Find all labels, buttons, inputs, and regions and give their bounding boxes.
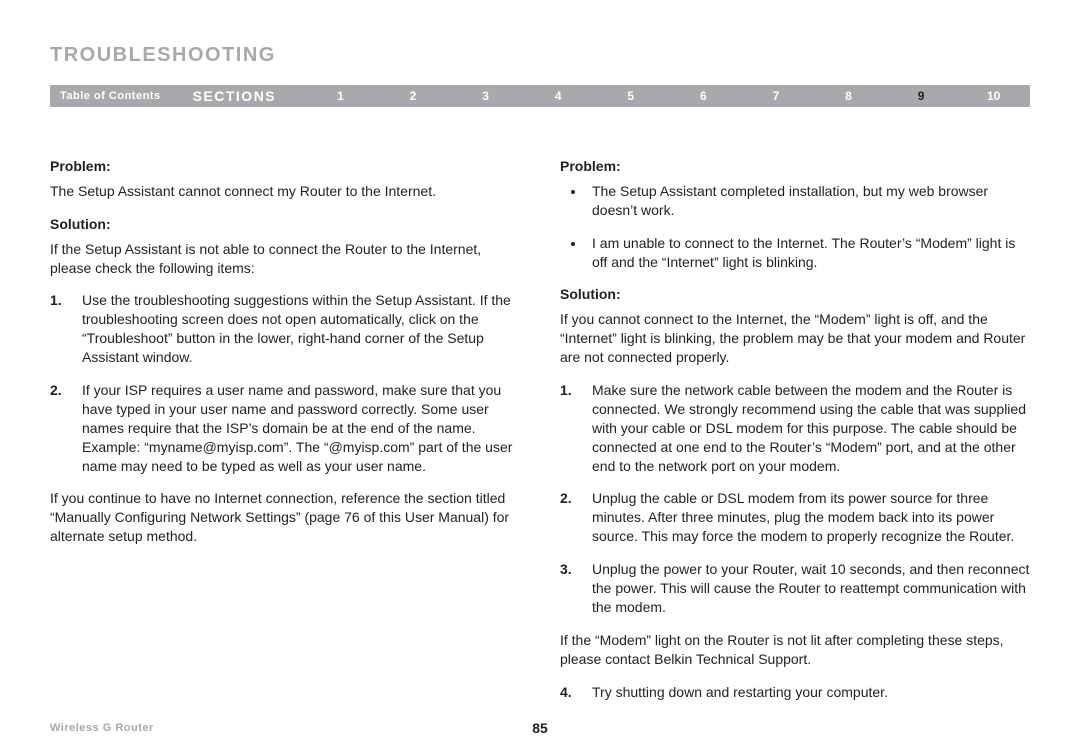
sections-label: SECTIONS bbox=[171, 88, 305, 104]
list-item: Make sure the network cable between the … bbox=[560, 381, 1030, 475]
solution-intro: If you cannot connect to the Internet, t… bbox=[560, 310, 1030, 367]
content-body: Problem: The Setup Assistant cannot conn… bbox=[50, 107, 1030, 715]
section-link-5[interactable]: 5 bbox=[594, 89, 667, 103]
solution-steps-right: Make sure the network cable between the … bbox=[560, 381, 1030, 617]
solution-step-4: Try shutting down and restarting your co… bbox=[560, 683, 1030, 702]
problem-text: The Setup Assistant cannot connect my Ro… bbox=[50, 182, 520, 201]
solution-steps-left: Use the troubleshooting suggestions with… bbox=[50, 291, 520, 475]
mid-para: If the “Modem” light on the Router is no… bbox=[560, 631, 1030, 669]
page-title: TROUBLESHOOTING bbox=[50, 44, 1030, 67]
page: TROUBLESHOOTING Table of Contents SECTIO… bbox=[0, 0, 1080, 756]
problem-heading: Problem: bbox=[560, 157, 1030, 176]
section-link-3[interactable]: 3 bbox=[449, 89, 522, 103]
list-item: I am unable to connect to the Internet. … bbox=[586, 234, 1030, 272]
list-item: If your ISP requires a user name and pas… bbox=[50, 381, 520, 475]
footer-page-number: 85 bbox=[50, 720, 1030, 736]
problem-heading: Problem: bbox=[50, 157, 520, 176]
list-item: Unplug the power to your Router, wait 10… bbox=[560, 560, 1030, 617]
section-link-7[interactable]: 7 bbox=[740, 89, 813, 103]
section-link-10[interactable]: 10 bbox=[957, 89, 1030, 103]
solution-heading: Solution: bbox=[50, 215, 520, 234]
page-footer: Wireless G Router 85 bbox=[50, 722, 1030, 734]
solution-intro: If the Setup Assistant is not able to co… bbox=[50, 240, 520, 278]
section-link-9[interactable]: 9 bbox=[885, 89, 958, 103]
section-link-2[interactable]: 2 bbox=[377, 89, 450, 103]
section-link-8[interactable]: 8 bbox=[812, 89, 885, 103]
toc-link[interactable]: Table of Contents bbox=[50, 90, 171, 102]
solution-heading: Solution: bbox=[560, 285, 1030, 304]
right-column: Problem: The Setup Assistant completed i… bbox=[560, 157, 1030, 715]
section-navbar: Table of Contents SECTIONS 1 2 3 4 5 6 7… bbox=[50, 85, 1030, 107]
list-item: Use the troubleshooting suggestions with… bbox=[50, 291, 520, 367]
list-item: The Setup Assistant completed installati… bbox=[586, 182, 1030, 220]
list-item: Try shutting down and restarting your co… bbox=[560, 683, 1030, 702]
list-item: Unplug the cable or DSL modem from its p… bbox=[560, 489, 1030, 546]
closing-para: If you continue to have no Internet conn… bbox=[50, 489, 520, 546]
section-link-4[interactable]: 4 bbox=[522, 89, 595, 103]
section-link-1[interactable]: 1 bbox=[304, 89, 377, 103]
section-link-6[interactable]: 6 bbox=[667, 89, 740, 103]
left-column: Problem: The Setup Assistant cannot conn… bbox=[50, 157, 520, 715]
problem-bullets: The Setup Assistant completed installati… bbox=[560, 182, 1030, 272]
